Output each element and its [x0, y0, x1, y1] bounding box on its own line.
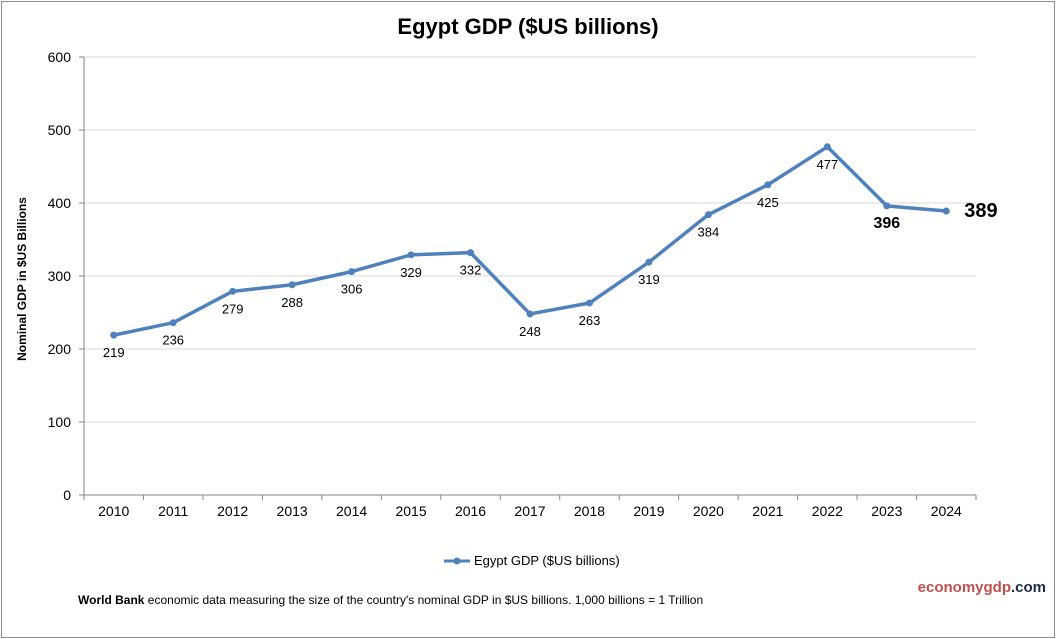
data-label: 279 — [222, 301, 244, 316]
data-point — [169, 319, 177, 327]
data-point — [883, 202, 891, 210]
data-point — [585, 299, 593, 307]
chart-title: Egypt GDP ($US billions) — [397, 14, 658, 39]
data-label: 477 — [816, 157, 838, 172]
y-tick-label: 600 — [48, 49, 72, 65]
x-tick-label: 2024 — [931, 503, 962, 519]
x-tick-label: 2018 — [574, 503, 605, 519]
data-point — [407, 251, 415, 259]
data-label: 219 — [103, 345, 125, 360]
y-tick-label: 100 — [48, 414, 72, 430]
x-tick-label: 2013 — [277, 503, 308, 519]
legend-marker-icon — [453, 557, 461, 565]
data-label: 263 — [579, 313, 601, 328]
x-tick-label: 2023 — [871, 503, 902, 519]
data-label: 384 — [698, 225, 720, 240]
y-tick-label: 200 — [48, 341, 72, 357]
data-label: 396 — [873, 215, 900, 232]
data-label: 389 — [964, 200, 997, 222]
data-point — [704, 211, 712, 219]
footnote-source: World Bank — [78, 593, 145, 607]
brand-logo[interactable]: economygdp.com — [918, 579, 1046, 596]
data-label: 425 — [757, 195, 779, 210]
data-label: 329 — [400, 265, 422, 280]
x-tick-label: 2019 — [633, 503, 664, 519]
footnote: World Bank economic data measuring the s… — [78, 593, 703, 607]
footnote-text: economic data measuring the size of the … — [147, 593, 704, 607]
y-axis-title: Nominal GDP in $US Billions — [15, 197, 29, 361]
x-tick-label: 2022 — [812, 503, 843, 519]
data-label: 319 — [638, 272, 660, 287]
brand-part-1: economygdp — [917, 579, 1011, 596]
x-tick-label: 2021 — [752, 503, 783, 519]
y-tick-label: 0 — [63, 487, 71, 503]
x-tick-label: 2020 — [693, 503, 724, 519]
x-tick-label: 2015 — [395, 503, 426, 519]
x-tick-label: 2016 — [455, 503, 486, 519]
data-point — [348, 268, 356, 276]
data-label: 288 — [281, 295, 303, 310]
legend: Egypt GDP ($US billions) — [444, 553, 620, 568]
data-point — [764, 181, 772, 189]
data-label: 332 — [460, 263, 482, 278]
y-tick-label: 500 — [48, 122, 72, 138]
x-tick-label: 2017 — [514, 503, 545, 519]
data-point — [645, 258, 653, 266]
x-tick-label: 2014 — [336, 503, 367, 519]
data-point — [288, 281, 296, 289]
data-label: 306 — [341, 282, 363, 297]
legend-label: Egypt GDP ($US billions) — [474, 553, 620, 568]
y-tick-label: 300 — [48, 268, 72, 284]
data-point — [942, 207, 950, 215]
data-point — [467, 249, 475, 257]
data-point — [110, 331, 118, 339]
y-tick-label: 400 — [48, 195, 72, 211]
x-tick-label: 2010 — [98, 503, 129, 519]
data-label: 236 — [162, 333, 184, 348]
x-tick-label: 2011 — [158, 503, 188, 519]
data-point — [823, 143, 831, 151]
data-point — [229, 287, 237, 295]
brand-part-2: .com — [1010, 579, 1046, 596]
x-tick-label: 2012 — [217, 503, 248, 519]
data-label: 248 — [519, 324, 541, 339]
data-point — [526, 310, 534, 318]
